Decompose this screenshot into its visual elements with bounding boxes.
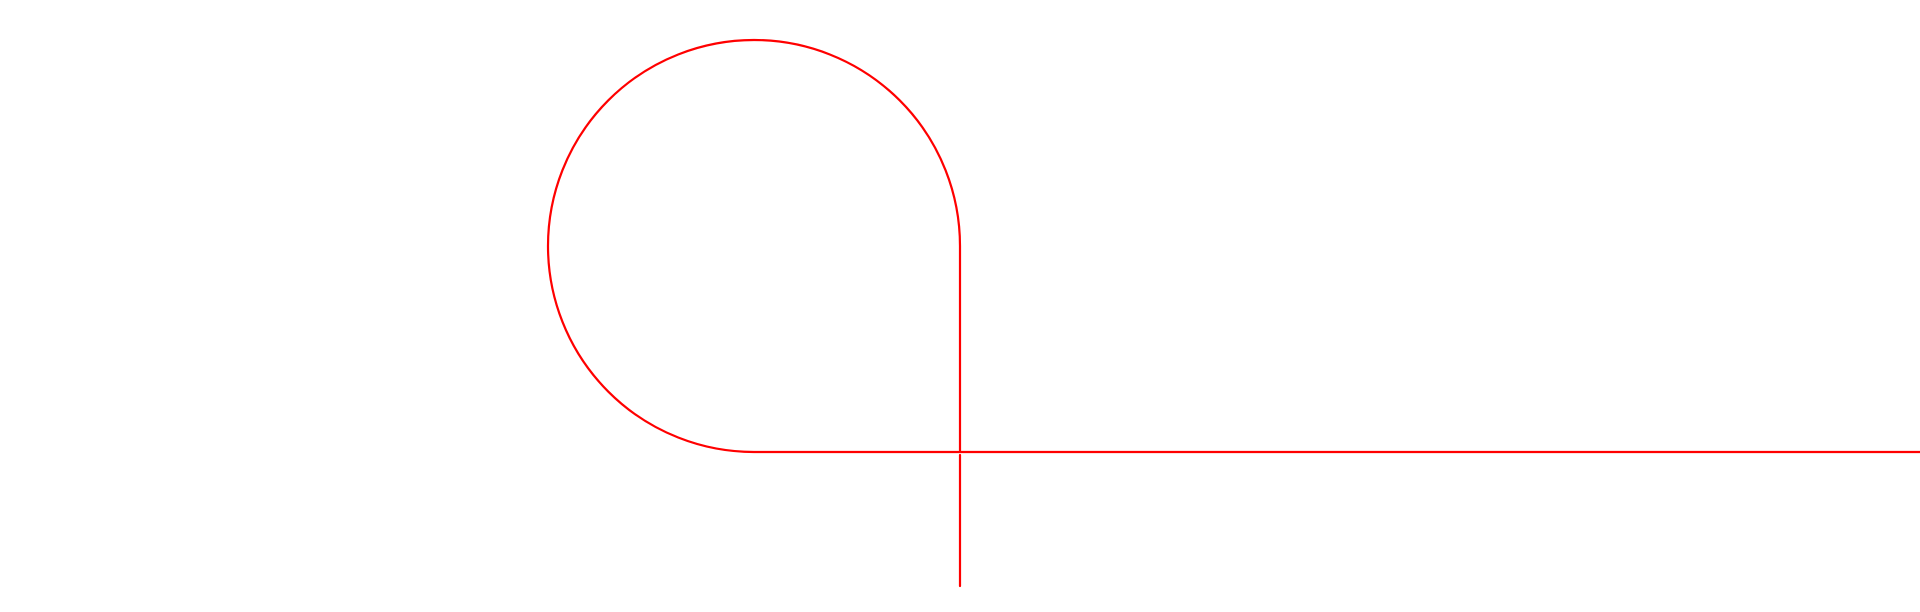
loop-arc-path: [546, 38, 1920, 454]
